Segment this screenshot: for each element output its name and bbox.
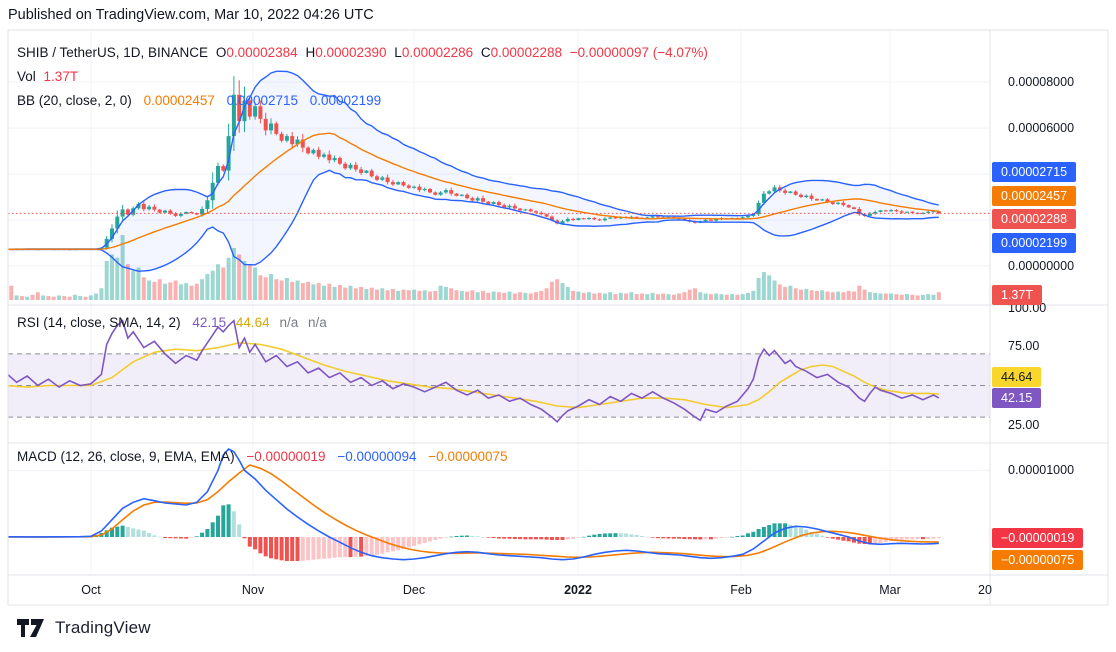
axis-value-badge: 0.00002457	[992, 186, 1077, 206]
rsi-axis-tick: 75.00	[1008, 339, 1040, 353]
axis-value-badge: 0.00002288	[992, 209, 1077, 229]
open-label: O	[215, 45, 227, 60]
low-value: 0.00002286	[401, 45, 474, 60]
rsi-value: 42.15	[192, 315, 227, 330]
volume-legend[interactable]: Vol 1.37T	[17, 69, 82, 84]
time-axis-label: Oct	[81, 583, 101, 597]
bb-legend[interactable]: BB (20, close, 2, 0) 0.00002457 0.000027…	[17, 93, 385, 108]
rsi-na-1: n/a	[279, 315, 299, 330]
macd-legend[interactable]: MACD (12, 26, close, 9, EMA, EMA) −0.000…	[17, 449, 512, 464]
high-value: 0.00002390	[315, 45, 387, 60]
time-axis-label: Feb	[730, 583, 752, 597]
axis-value-badge: 1.37T	[992, 285, 1042, 305]
time-axis-label: 20	[978, 583, 992, 597]
close-value: 0.00002288	[490, 45, 562, 60]
rsi-axis-tick: 25.00	[1008, 418, 1040, 432]
open-value: 0.00002384	[226, 45, 298, 60]
rsi-label: RSI (14, close, SMA, 14, 2)	[17, 315, 181, 330]
axis-value-badge: −0.00000019	[992, 528, 1084, 548]
axis-value-badge: 0.00002199	[992, 233, 1077, 253]
published-line: Published on TradingView.com, Mar 10, 20…	[8, 7, 374, 23]
time-axis-label: Dec	[402, 583, 426, 597]
close-label: C	[480, 45, 491, 60]
axis-value-badge: −0.00000075	[992, 550, 1084, 570]
macd-axis-tick: 0.00001000	[1008, 463, 1075, 477]
rsi-legend[interactable]: RSI (14, close, SMA, 14, 2) 42.15 44.64 …	[17, 315, 331, 330]
high-label: H	[305, 45, 316, 60]
macd-hist-value: −0.00000019	[246, 449, 326, 464]
bb-basis-value: 0.00002457	[143, 93, 215, 108]
rsi-ma-value: 44.64	[235, 315, 270, 330]
macd-signal-value: −0.00000075	[428, 449, 508, 464]
axis-value-badge: 44.64	[992, 367, 1042, 387]
rsi-na-2: n/a	[308, 315, 327, 330]
low-label: L	[394, 45, 402, 60]
main-legend[interactable]: SHIB / TetherUS, 1D, BINANCE O0.00002384…	[17, 45, 712, 60]
price-axis-tick: 0.00008000	[1008, 75, 1075, 89]
tradingview-logo-icon	[17, 619, 44, 637]
macd-label: MACD (12, 26, close, 9, EMA, EMA)	[17, 449, 235, 464]
bb-label: BB (20, close, 2, 0)	[17, 93, 132, 108]
change-value: −0.00000097 (−4.07%)	[569, 45, 708, 60]
time-axis-label: Nov	[241, 583, 265, 597]
macd-line-value: −0.00000094	[337, 449, 417, 464]
footer-brand[interactable]: TradingView	[16, 617, 151, 639]
price-axis-tick: 0.00006000	[1008, 121, 1075, 135]
symbol-title[interactable]: SHIB / TetherUS, 1D, BINANCE	[17, 45, 209, 60]
price-axis-tick: 0.00000000	[1008, 259, 1075, 273]
volume-label: Vol	[17, 69, 36, 84]
time-axis-label: 2022	[564, 583, 592, 597]
axis-value-badge: 42.15	[992, 388, 1042, 408]
volume-value: 1.37T	[43, 69, 79, 84]
bb-lower-value: 0.00002199	[309, 93, 382, 108]
bb-upper-value: 0.00002715	[226, 93, 298, 108]
time-axis-label: Mar	[879, 583, 901, 597]
brand-text: TradingView	[55, 618, 151, 637]
axis-value-badge: 0.00002715	[992, 162, 1077, 182]
